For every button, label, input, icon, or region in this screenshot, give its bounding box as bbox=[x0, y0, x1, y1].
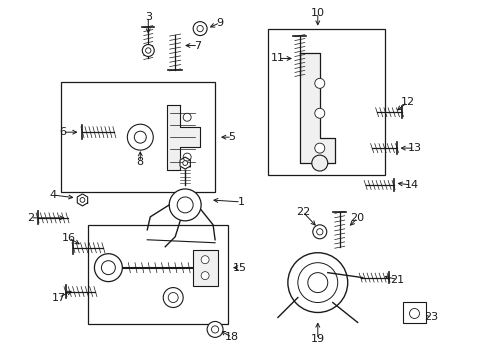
Circle shape bbox=[80, 198, 85, 202]
Circle shape bbox=[287, 253, 347, 312]
Circle shape bbox=[163, 288, 183, 307]
Text: 23: 23 bbox=[424, 312, 438, 323]
Text: 4: 4 bbox=[49, 190, 56, 200]
Circle shape bbox=[142, 45, 154, 57]
Text: 1: 1 bbox=[237, 197, 244, 207]
Text: 18: 18 bbox=[224, 332, 239, 342]
Text: 12: 12 bbox=[400, 97, 414, 107]
Text: 9: 9 bbox=[216, 18, 223, 28]
Polygon shape bbox=[77, 194, 87, 206]
Text: 5: 5 bbox=[228, 132, 235, 142]
Circle shape bbox=[201, 256, 209, 264]
Circle shape bbox=[183, 153, 191, 161]
Circle shape bbox=[311, 155, 327, 171]
Text: 14: 14 bbox=[404, 180, 418, 190]
Text: 16: 16 bbox=[61, 233, 75, 243]
Circle shape bbox=[193, 22, 207, 36]
Bar bbox=[88, 225, 227, 324]
Circle shape bbox=[127, 124, 153, 150]
Circle shape bbox=[197, 26, 203, 32]
Text: 21: 21 bbox=[390, 275, 404, 285]
Text: 22: 22 bbox=[295, 207, 309, 217]
Circle shape bbox=[408, 309, 419, 319]
Circle shape bbox=[314, 108, 324, 118]
Text: 7: 7 bbox=[194, 41, 201, 50]
Text: 2: 2 bbox=[27, 213, 34, 223]
Text: 8: 8 bbox=[137, 157, 143, 167]
Circle shape bbox=[183, 113, 191, 121]
Text: 3: 3 bbox=[144, 12, 151, 22]
Polygon shape bbox=[180, 157, 190, 169]
Bar bbox=[193, 250, 218, 285]
Bar bbox=[402, 302, 426, 323]
Circle shape bbox=[316, 229, 322, 235]
Circle shape bbox=[94, 254, 122, 282]
Circle shape bbox=[314, 78, 324, 88]
Circle shape bbox=[177, 197, 193, 213]
Text: 17: 17 bbox=[51, 293, 65, 302]
Circle shape bbox=[207, 321, 223, 337]
Polygon shape bbox=[299, 54, 334, 163]
Circle shape bbox=[169, 189, 201, 221]
Circle shape bbox=[101, 261, 115, 275]
Text: 13: 13 bbox=[407, 143, 421, 153]
Bar bbox=[61, 82, 215, 192]
Circle shape bbox=[145, 48, 151, 53]
Circle shape bbox=[168, 293, 178, 302]
Circle shape bbox=[201, 272, 209, 280]
Circle shape bbox=[211, 326, 218, 333]
Circle shape bbox=[297, 263, 337, 302]
Text: 10: 10 bbox=[310, 8, 324, 18]
Bar bbox=[267, 28, 384, 175]
Text: 20: 20 bbox=[350, 213, 364, 223]
Circle shape bbox=[183, 161, 187, 166]
Text: 15: 15 bbox=[233, 263, 246, 273]
Text: 11: 11 bbox=[270, 54, 285, 63]
Text: 19: 19 bbox=[310, 334, 324, 345]
Polygon shape bbox=[167, 105, 200, 170]
Text: 6: 6 bbox=[59, 127, 66, 137]
Circle shape bbox=[314, 143, 324, 153]
Circle shape bbox=[134, 131, 146, 143]
Circle shape bbox=[312, 225, 326, 239]
Circle shape bbox=[307, 273, 327, 293]
